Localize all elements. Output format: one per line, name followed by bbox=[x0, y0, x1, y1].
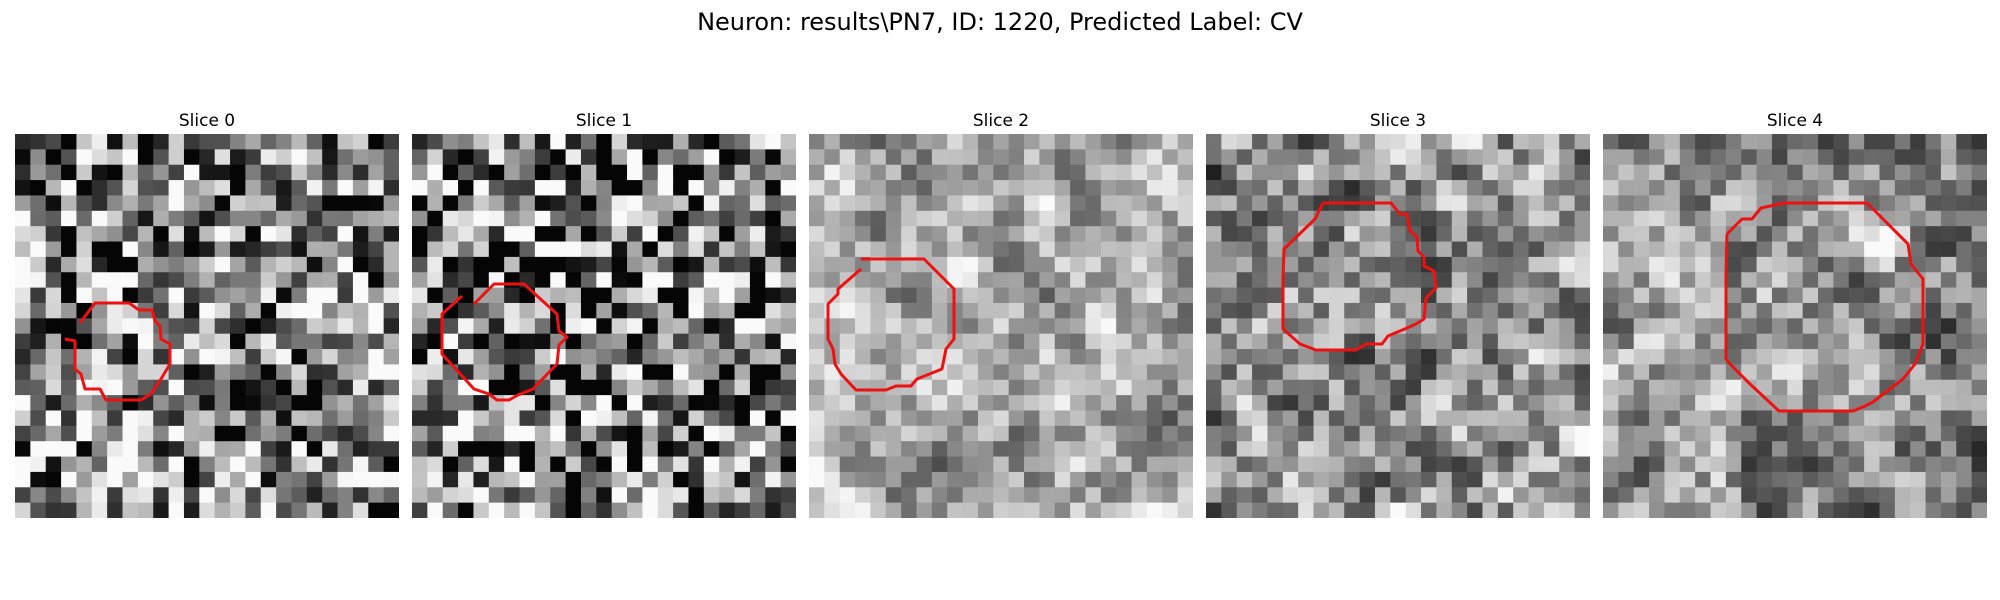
slice-0-title: Slice 0 bbox=[178, 111, 236, 131]
slice-4-image bbox=[1603, 134, 1987, 518]
slice-2-outline bbox=[826, 257, 956, 392]
slice-4-outline bbox=[1724, 201, 1925, 413]
slice-3-outline bbox=[1281, 201, 1438, 352]
slice-3-title: Slice 3 bbox=[1369, 111, 1427, 131]
slice-1-image bbox=[412, 134, 796, 518]
slice-1-title: Slice 1 bbox=[575, 111, 633, 131]
slice-1-outline bbox=[440, 282, 569, 402]
slice-3-image bbox=[1206, 134, 1590, 518]
slice-2-image bbox=[809, 134, 1193, 518]
slice-4-title: Slice 4 bbox=[1766, 111, 1824, 131]
slice-0-image bbox=[15, 134, 399, 518]
slice-2-title: Slice 2 bbox=[972, 111, 1030, 131]
slice-0-outline bbox=[64, 301, 172, 402]
figure-title: Neuron: results\PN7, ID: 1220, Predicted… bbox=[697, 8, 1303, 36]
